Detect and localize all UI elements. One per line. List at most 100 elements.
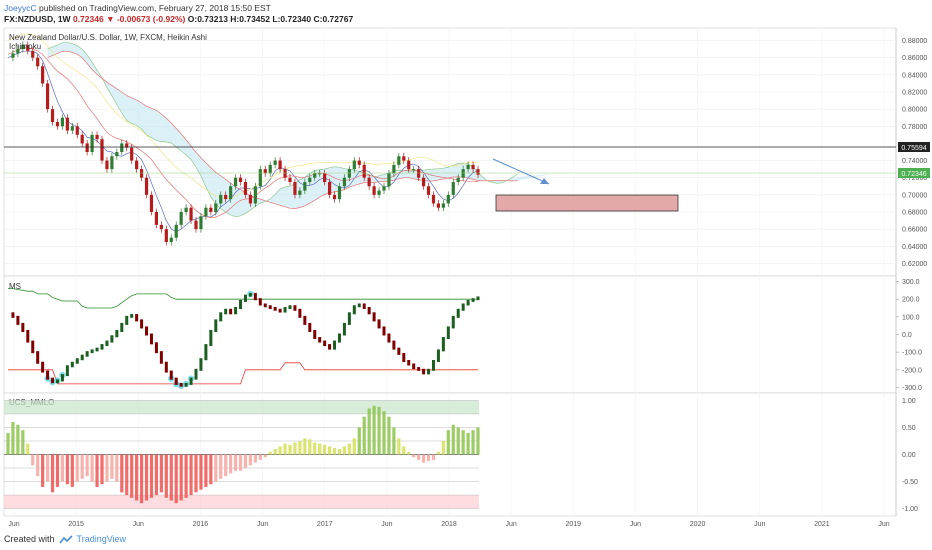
candle-body [100, 139, 104, 161]
ms-bar [41, 361, 45, 373]
ucs-bar [65, 454, 69, 485]
ucs-bar [149, 454, 154, 498]
ms-bar [392, 340, 396, 350]
time-axis[interactable]: Jun 2015 Jun 2016 Jun 2017 Jun 2018 Jun 2019 Jun 20… [8, 521, 889, 528]
ucs-axis[interactable]: 1.00 0.50 0.00 -0.50 -1.00 [902, 398, 918, 513]
ucs-bar [21, 430, 25, 455]
ms-bar [149, 333, 153, 345]
ms-bar [333, 340, 337, 350]
ucs-bar [382, 411, 386, 455]
ms-bar [110, 335, 114, 343]
ms-bar [377, 319, 381, 329]
candle-body [16, 49, 20, 54]
ucs-bar [436, 451, 441, 455]
price-tick-label: 0.74000 [902, 158, 927, 165]
ms-bar [65, 365, 69, 377]
time-tick-label: Jun [630, 521, 641, 528]
candle-body [308, 177, 312, 182]
ms-bar [31, 340, 35, 354]
ms-bar [412, 363, 416, 370]
ucs-bar [204, 454, 208, 487]
candle-body [397, 156, 401, 165]
candle-body [125, 143, 129, 148]
ohlc-low: L:0.72340 [272, 14, 312, 24]
ucs-tick-label: -1.00 [902, 506, 918, 513]
candle-body [392, 164, 396, 174]
ichimoku-label: Ichimoku [9, 42, 41, 51]
price-tick-label: 0.86000 [902, 55, 927, 62]
ms-bar [105, 340, 109, 347]
ucs-bar [184, 454, 188, 498]
candle-body [65, 117, 69, 131]
candle-body [238, 177, 243, 182]
ms-bar [224, 308, 228, 315]
ms-bar [303, 315, 307, 325]
arrow-head-icon [540, 178, 549, 184]
price-tick-label: 0.62000 [902, 261, 927, 268]
ms-bar [446, 326, 450, 340]
ucs-bar [352, 438, 356, 455]
ms-bar [471, 298, 475, 302]
ms-bar [145, 326, 149, 336]
symbol-label[interactable]: FX:NZDUSD, 1W [4, 14, 71, 24]
ms-bar [229, 308, 233, 315]
candle-body [139, 169, 144, 178]
ucs-bar [139, 454, 144, 504]
ms-bar [342, 322, 346, 336]
ucs-bar [55, 454, 60, 487]
ucs-tick-label: 1.00 [902, 398, 916, 405]
ms-bar [75, 358, 79, 364]
candle-body [303, 182, 307, 191]
ms-bar [328, 344, 332, 350]
candle-body [70, 126, 74, 131]
senkou-b-line [47, 50, 518, 209]
candle-body [149, 194, 154, 212]
ucs-bar [70, 454, 74, 487]
ms-bar [258, 298, 262, 306]
ms-bar [323, 340, 327, 347]
price-axis[interactable]: 0.88000 0.86000 0.84000 0.82000 0.80000 0.780… [902, 38, 927, 268]
ucs-tick-label: -0.50 [902, 479, 918, 486]
ucs-bar [313, 442, 317, 455]
candle-body [204, 207, 208, 217]
time-tick-label: 2021 [814, 521, 830, 528]
hline-price-tag [898, 142, 930, 152]
ms-bar [268, 305, 272, 310]
candle-body [327, 182, 332, 195]
ms-bar [318, 337, 322, 343]
ms-bar [70, 361, 74, 368]
ucs-tick-label: 0.50 [902, 425, 916, 432]
ms-axis[interactable]: 300.0 200.0 100.0 0.0 -100.0 -200.0 -300.0 [896, 279, 922, 392]
price-tick-label: 0.70000 [902, 192, 927, 199]
ucs-bar [441, 440, 445, 455]
ucs-bar [164, 454, 168, 498]
target-zone-rectangle[interactable] [495, 194, 679, 212]
candle-body [456, 177, 460, 182]
ms-tick-label: -100.0 [902, 350, 922, 357]
author-link[interactable]: JoeyycC [4, 3, 37, 13]
ms-bar [283, 307, 287, 313]
price-tick-label: 0.78000 [902, 124, 927, 131]
ucs-bar [288, 444, 292, 455]
ms-bar [95, 347, 99, 352]
ms-bar [367, 307, 371, 315]
ms-bar [189, 377, 193, 385]
projection-arrow[interactable] [492, 158, 550, 185]
ucs-bar [224, 454, 228, 477]
ms-bar [174, 377, 178, 385]
candle-body [144, 177, 149, 195]
footer-brand[interactable]: TradingView [76, 534, 127, 544]
candle-body [45, 83, 50, 110]
ms-bar [120, 322, 124, 332]
price-change: ▼ -0.00673 (-0.92%) [106, 14, 186, 24]
ucs-bar [397, 438, 401, 455]
candle-body [273, 160, 277, 165]
footer-created: Created with [4, 534, 55, 544]
ucs-bar [36, 454, 40, 477]
ms-bar [159, 351, 163, 364]
ms-bar [100, 344, 104, 350]
ms-bar [154, 342, 158, 354]
candle-body [154, 212, 159, 225]
candle-body [199, 216, 203, 230]
